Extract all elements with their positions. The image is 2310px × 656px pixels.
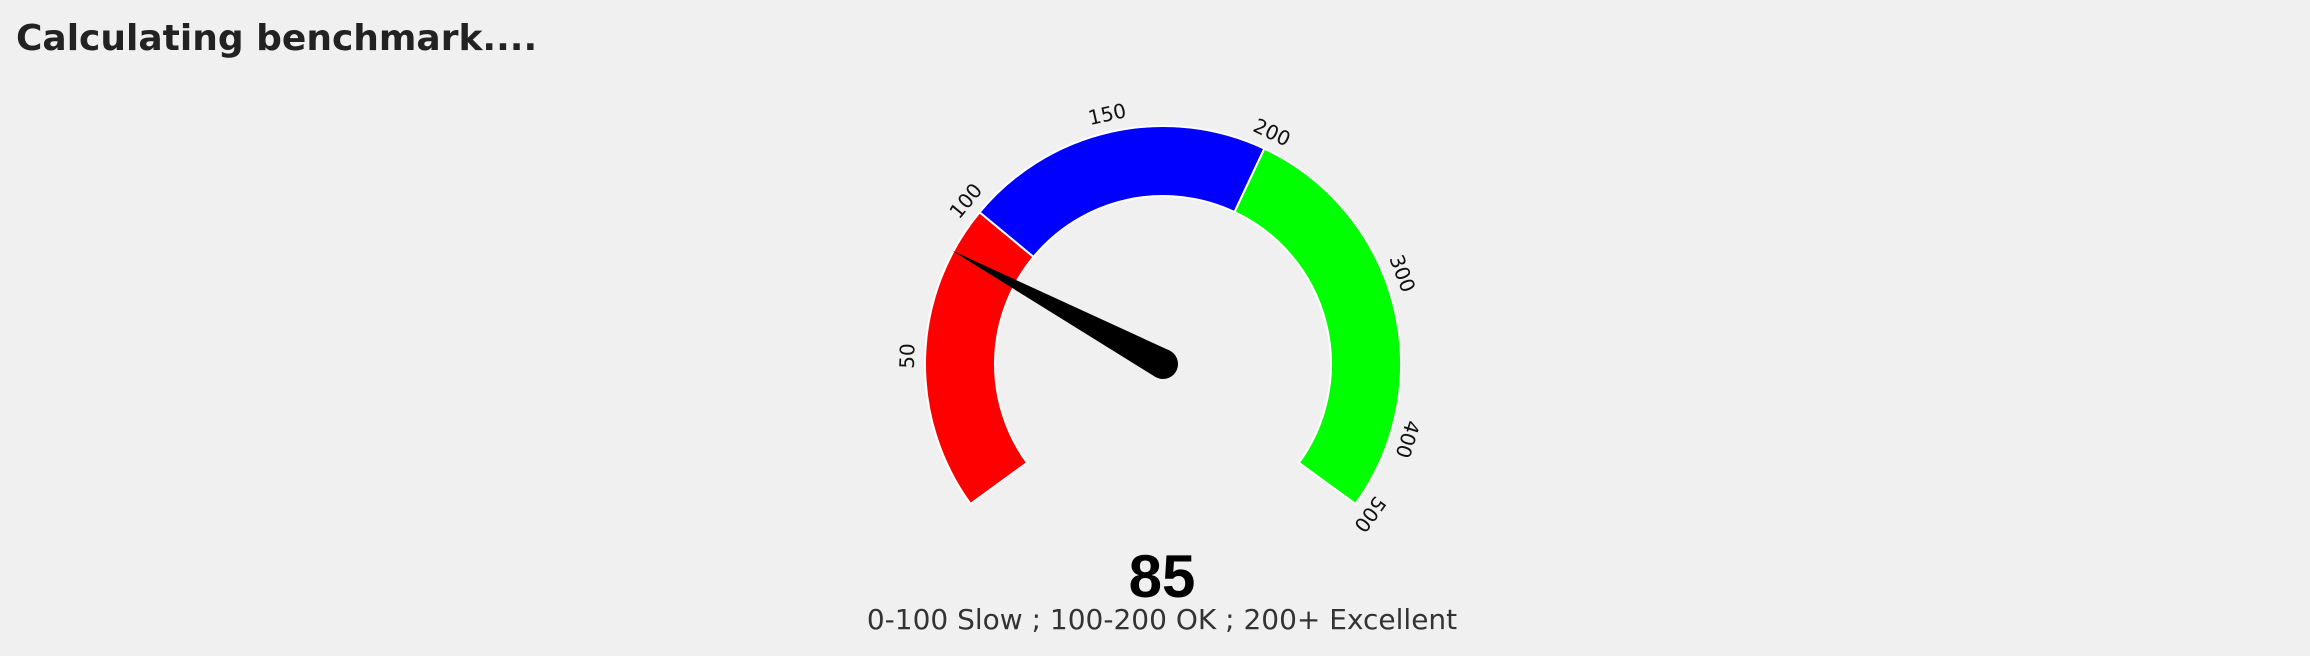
page-title: Calculating benchmark.... bbox=[16, 18, 538, 59]
gauge-band-0 bbox=[924, 210, 1035, 506]
gauge-value: 85 bbox=[1128, 543, 1196, 610]
gauge-tick-label: 400 bbox=[1391, 417, 1425, 461]
gauge-needle-group bbox=[951, 250, 1178, 379]
gauge-needle bbox=[951, 250, 1171, 378]
gauge-band-1 bbox=[978, 125, 1266, 259]
gauge-tick-label: 150 bbox=[1086, 98, 1129, 130]
gauge-needle-hub bbox=[1148, 349, 1178, 379]
gauge-tick-label: 50 bbox=[895, 343, 920, 369]
gauge-bands bbox=[924, 125, 1402, 506]
gauge-band-2 bbox=[1233, 147, 1402, 506]
gauge-legend: 0-100 Slow ; 100-200 OK ; 200+ Excellent bbox=[866, 603, 1458, 636]
